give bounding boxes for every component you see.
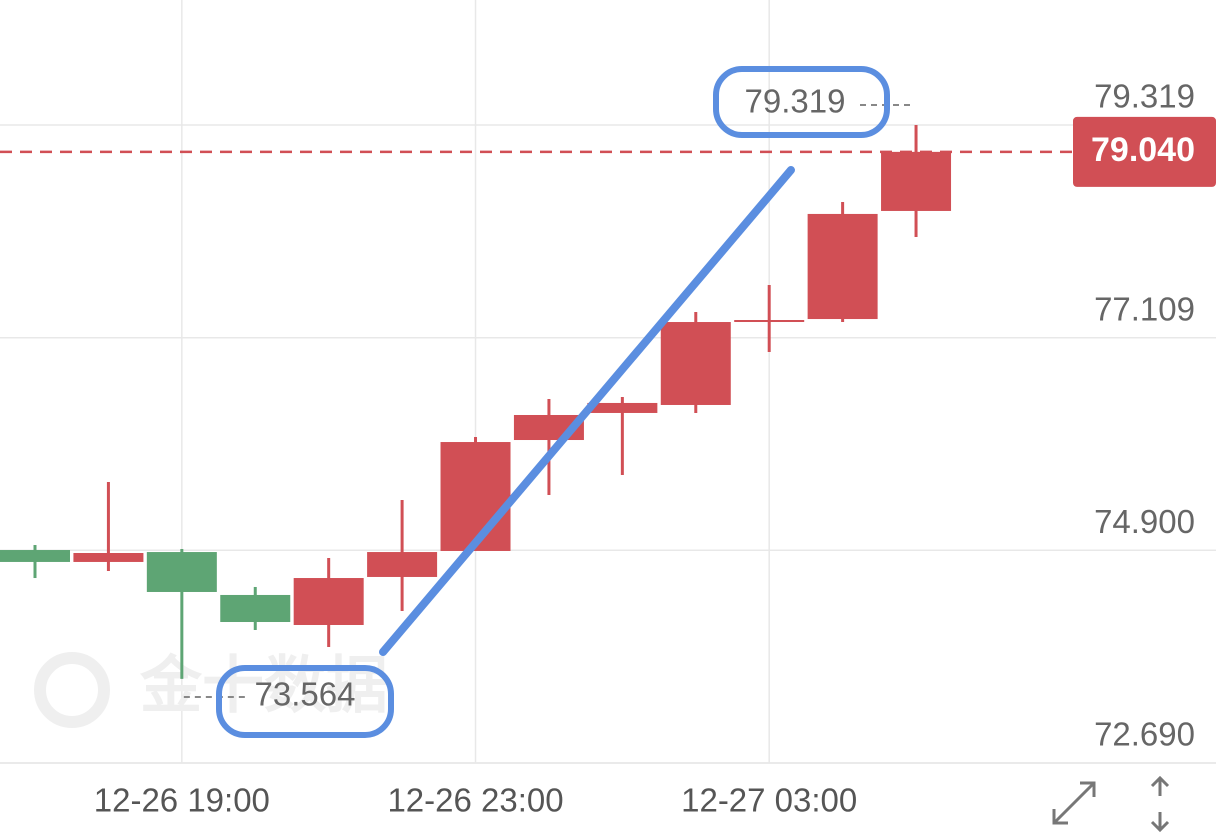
x-tick-label: 12-26 19:00 [94,782,270,819]
candle-body [293,578,364,625]
y-tick-label: 74.900 [1094,503,1195,540]
annotations: 79.040 79.319 73.564 [0,83,1216,713]
y-tick-label: 79.319 [1094,78,1195,115]
y-tick-label: 77.109 [1094,290,1195,327]
x-tick-label: 12-26 23:00 [387,782,563,819]
watermark-logo [34,652,110,728]
zoom-icon[interactable] [1052,781,1096,825]
candle-body [807,213,878,320]
candles [0,125,952,679]
candle-body [367,552,438,577]
candle-body [660,322,731,405]
candle-body [440,442,511,551]
y-tick-label: 72.690 [1094,716,1195,753]
candle-body [73,553,144,562]
scale-icon[interactable] [1150,775,1170,833]
candle-body [0,550,70,562]
max-label: 79.319 [745,83,846,120]
candle-body [734,320,805,323]
last-price-label: 79.040 [1091,131,1195,169]
candle-body [220,594,291,623]
last-price-badge [1073,116,1216,187]
x-tick-label: 12-27 03:00 [681,782,857,819]
candle-body [146,552,217,592]
candle-body [881,151,952,211]
highlight-box [216,665,394,738]
highlight-box [713,66,890,138]
trend-annotation [379,166,795,656]
candle-body [587,402,658,413]
min-label: 73.564 [255,676,356,713]
